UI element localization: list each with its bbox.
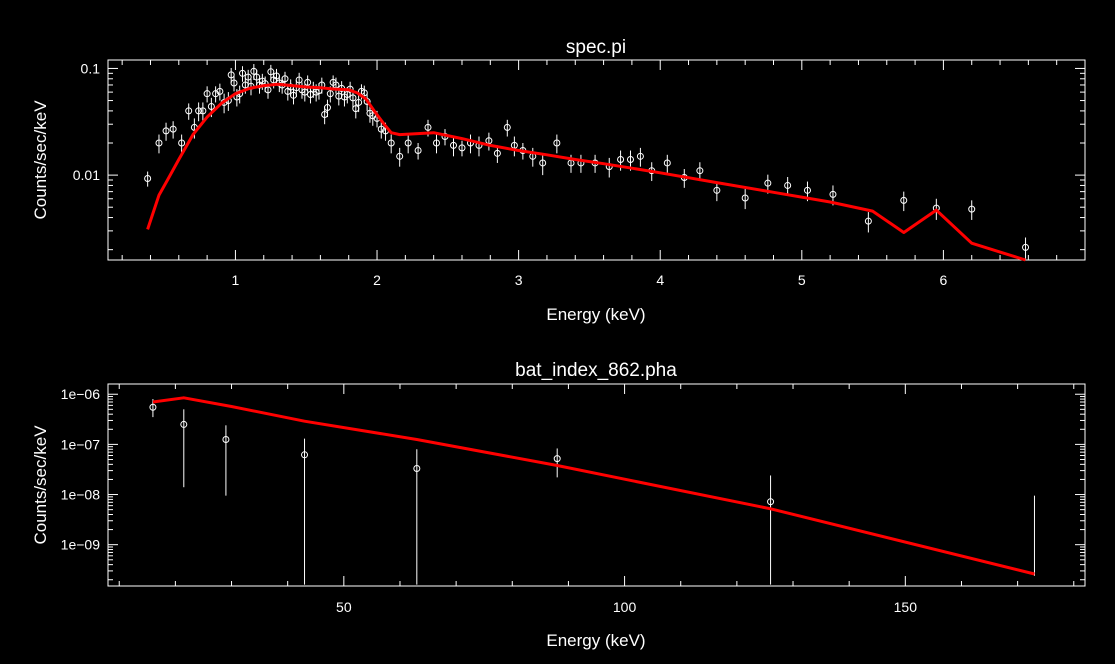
data-point bbox=[207, 102, 215, 110]
x-tick-label: 50 bbox=[336, 599, 352, 615]
x-tick-label: 1 bbox=[232, 272, 240, 288]
x-tick-label: 2 bbox=[373, 272, 381, 288]
data-point bbox=[239, 69, 247, 77]
panel2-frame bbox=[107, 383, 1086, 587]
data-point bbox=[767, 498, 775, 506]
data-point bbox=[203, 90, 211, 98]
data-point bbox=[144, 174, 152, 182]
data-point bbox=[195, 107, 203, 115]
data-point bbox=[829, 190, 837, 198]
data-point bbox=[493, 149, 501, 157]
panel-bat: bat_index_862.pha 50 100 150 1e−09 1e−08 1e−0… bbox=[31, 360, 1086, 650]
data-point bbox=[244, 73, 252, 81]
data-point bbox=[414, 147, 422, 155]
panel2-model bbox=[152, 396, 1035, 576]
data-point bbox=[230, 79, 238, 87]
y-tick-label: 1e−09 bbox=[61, 537, 101, 553]
data-point bbox=[301, 451, 309, 459]
x-tick-label: 150 bbox=[894, 599, 918, 615]
data-point bbox=[253, 73, 261, 81]
data-point bbox=[180, 420, 188, 428]
data-point bbox=[216, 87, 224, 95]
data-point bbox=[149, 403, 157, 411]
data-point bbox=[784, 181, 792, 189]
data-point bbox=[432, 139, 440, 147]
panel2-ylabel: Counts/sec/keV bbox=[31, 425, 50, 545]
x-tick-label: 5 bbox=[798, 272, 806, 288]
data-point bbox=[185, 107, 193, 115]
panel1-frame bbox=[107, 59, 1086, 261]
data-point bbox=[553, 455, 561, 463]
data-point bbox=[377, 125, 385, 133]
y-tick-label: 1e−08 bbox=[61, 487, 101, 503]
data-point bbox=[503, 123, 511, 131]
data-point bbox=[326, 90, 334, 98]
panel1-ylabel: Counts/sec/keV bbox=[31, 100, 50, 220]
y-tick-label: 1e−07 bbox=[61, 436, 101, 452]
data-point bbox=[424, 123, 432, 131]
data-point bbox=[413, 465, 421, 473]
data-point bbox=[741, 194, 749, 202]
panel1-xlabel: Energy (keV) bbox=[546, 305, 645, 324]
panel1-ticks: 1 2 3 4 5 6 0.01 0.1 bbox=[73, 60, 1085, 288]
data-point bbox=[267, 68, 275, 76]
data-point bbox=[803, 186, 811, 194]
model-line bbox=[146, 82, 1026, 262]
data-point bbox=[301, 88, 309, 96]
data-point bbox=[281, 75, 289, 83]
data-point bbox=[162, 127, 170, 135]
data-point bbox=[1022, 243, 1030, 251]
data-point bbox=[696, 167, 704, 175]
data-point bbox=[404, 139, 412, 147]
data-point bbox=[169, 125, 177, 133]
y-tick-label: 1e−06 bbox=[61, 386, 101, 402]
data-point bbox=[222, 436, 230, 444]
data-point bbox=[900, 196, 908, 204]
data-point bbox=[626, 156, 634, 164]
panel1-title: spec.pi bbox=[566, 37, 626, 58]
data-point bbox=[458, 144, 466, 152]
x-tick-label: 100 bbox=[613, 599, 637, 615]
data-point bbox=[323, 104, 331, 112]
data-point bbox=[663, 159, 671, 167]
data-point bbox=[617, 156, 625, 164]
panel2-data-points bbox=[149, 399, 1035, 585]
y-tick-label: 0.01 bbox=[73, 167, 100, 183]
data-point bbox=[349, 94, 357, 102]
data-point bbox=[636, 152, 644, 160]
model-line bbox=[152, 396, 1035, 576]
data-point bbox=[295, 76, 303, 84]
data-point bbox=[355, 98, 363, 106]
data-point bbox=[764, 179, 772, 187]
data-point bbox=[553, 139, 561, 147]
data-point bbox=[539, 159, 547, 167]
data-point bbox=[360, 89, 368, 97]
data-point bbox=[713, 186, 721, 194]
x-tick-label: 4 bbox=[656, 272, 664, 288]
data-point bbox=[968, 205, 976, 213]
data-point bbox=[227, 71, 235, 79]
data-point bbox=[304, 78, 312, 86]
data-point bbox=[155, 139, 163, 147]
data-point bbox=[396, 152, 404, 160]
data-point bbox=[864, 217, 872, 225]
data-point bbox=[449, 141, 457, 149]
data-point bbox=[264, 86, 272, 94]
data-point bbox=[199, 107, 207, 115]
data-point bbox=[178, 139, 186, 147]
panel2-title: bat_index_862.pha bbox=[515, 360, 677, 381]
panel2-ticks: 50 100 150 1e−09 1e−08 1e−07 1e−06 bbox=[61, 384, 1085, 615]
x-tick-label: 6 bbox=[940, 272, 948, 288]
panel1-model bbox=[146, 82, 1026, 262]
panel-spec: spec.pi 1 2 3 4 5 6 0.01 0.1 Energy (keV) Count… bbox=[31, 37, 1086, 324]
x-tick-label: 3 bbox=[515, 272, 523, 288]
data-point bbox=[387, 139, 395, 147]
panel2-xlabel: Energy (keV) bbox=[546, 631, 645, 650]
y-tick-label: 0.1 bbox=[81, 60, 101, 76]
